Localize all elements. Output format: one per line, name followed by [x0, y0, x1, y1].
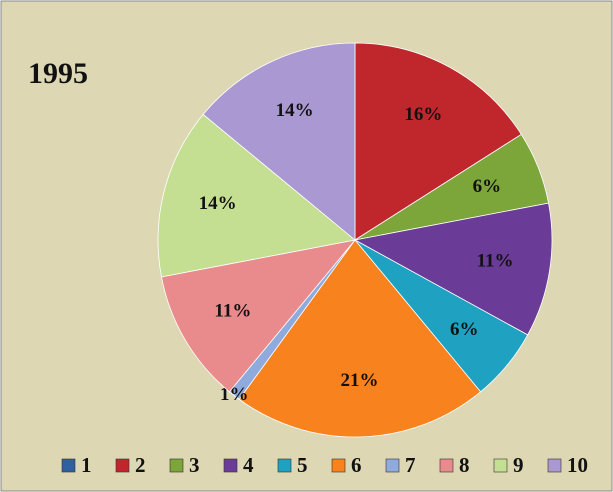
data-label: 6% — [450, 319, 479, 340]
legend-label: 7 — [405, 453, 416, 477]
pie-slice — [202, 42, 356, 241]
legend-label: 2 — [135, 453, 146, 477]
data-label: 6% — [473, 176, 502, 197]
legend-label: 8 — [459, 453, 470, 477]
legend-swatch — [115, 458, 130, 473]
legend-swatch — [493, 458, 508, 473]
data-label: 11% — [477, 251, 514, 272]
pie-slice — [161, 239, 357, 393]
legend-swatch — [547, 458, 562, 473]
legend-label: 6 — [351, 453, 362, 477]
legend-label: 1 — [81, 453, 92, 477]
legend-swatch — [439, 458, 454, 473]
data-label: 16% — [404, 104, 442, 125]
legend-swatch — [61, 458, 76, 473]
legend-swatch — [385, 458, 400, 473]
legend-label: 5 — [297, 453, 308, 477]
legend-swatch — [169, 458, 184, 473]
legend-label: 3 — [189, 453, 200, 477]
legend-swatch — [223, 458, 238, 473]
legend-swatch — [331, 458, 346, 473]
chart-title: 1995 — [28, 57, 88, 90]
legend-label: 9 — [513, 453, 524, 477]
legend-swatch — [277, 458, 292, 473]
data-label: 14% — [199, 193, 237, 214]
pie-slice — [238, 239, 482, 438]
data-label: 14% — [276, 100, 314, 121]
data-label: 21% — [340, 370, 378, 391]
pie-slice — [353, 202, 553, 336]
legend-label: 4 — [243, 453, 254, 477]
legend-label: 10 — [567, 453, 588, 477]
pie-slice — [157, 113, 356, 278]
pie-slice — [354, 42, 522, 241]
data-label: 11% — [214, 301, 251, 322]
